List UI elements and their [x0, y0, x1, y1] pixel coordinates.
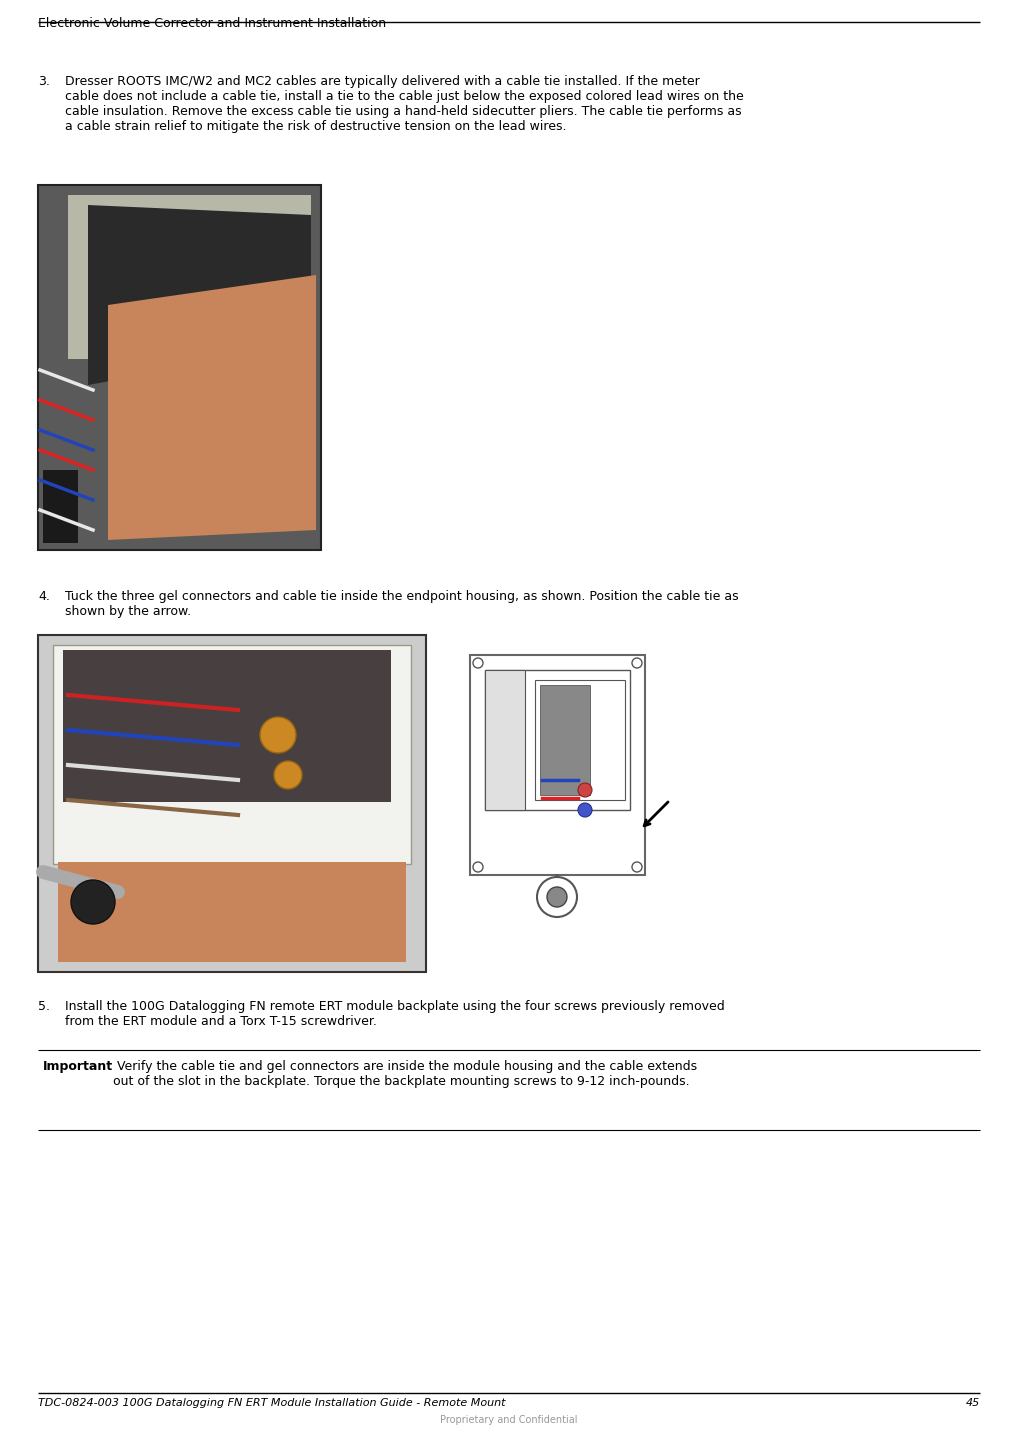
Bar: [43, 470, 78, 543]
Text: Proprietary and Confidential: Proprietary and Confidential: [440, 1415, 578, 1425]
Polygon shape: [88, 205, 312, 384]
Bar: [63, 649, 391, 802]
Bar: [540, 684, 590, 795]
Circle shape: [274, 761, 302, 789]
Text: 5.: 5.: [38, 1000, 50, 1013]
Text: Electronic Volume Corrector and Instrument Installation: Electronic Volume Corrector and Instrume…: [38, 17, 386, 31]
Circle shape: [71, 879, 115, 925]
Text: Important: Important: [43, 1060, 113, 1073]
Text: Install the 100G Datalogging FN remote ERT module backplate using the four screw: Install the 100G Datalogging FN remote E…: [65, 1000, 725, 1028]
Text: Dresser ROOTS IMC/W2 and MC2 cables are typically delivered with a cable tie ins: Dresser ROOTS IMC/W2 and MC2 cables are …: [65, 76, 744, 132]
Text: Verify the cable tie and gel connectors are inside the module housing and the ca: Verify the cable tie and gel connectors …: [113, 1060, 697, 1088]
Text: 3.: 3.: [38, 76, 50, 87]
Circle shape: [578, 783, 592, 796]
Circle shape: [578, 804, 592, 817]
Text: Tuck the three gel connectors and cable tie inside the endpoint housing, as show: Tuck the three gel connectors and cable …: [65, 590, 739, 617]
Bar: [68, 195, 312, 360]
Bar: [38, 185, 321, 550]
Circle shape: [260, 716, 296, 753]
Bar: [485, 670, 525, 810]
Polygon shape: [108, 275, 316, 540]
Text: 4.: 4.: [38, 590, 50, 603]
Bar: [38, 635, 426, 973]
Bar: [470, 655, 645, 875]
Bar: [53, 645, 411, 863]
Text: TDC-0824-003 100G Datalogging FN ERT Module Installation Guide - Remote Mount: TDC-0824-003 100G Datalogging FN ERT Mod…: [38, 1398, 506, 1408]
Bar: [58, 862, 406, 962]
Circle shape: [547, 887, 567, 907]
Bar: [535, 680, 625, 799]
Text: 45: 45: [966, 1398, 980, 1408]
Bar: [485, 670, 630, 810]
